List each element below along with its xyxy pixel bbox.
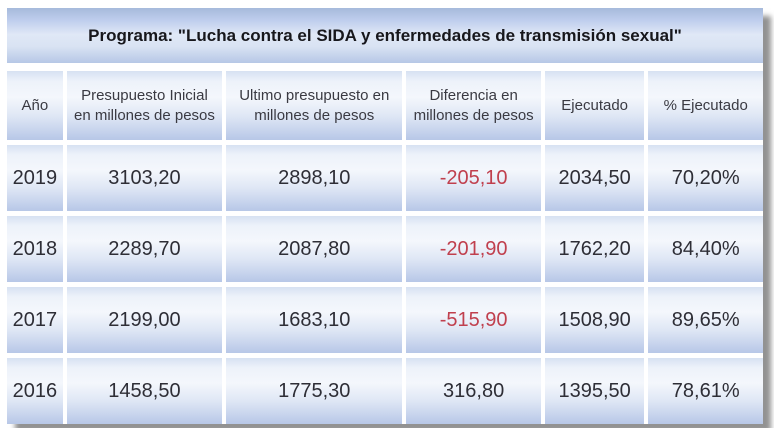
value-cell: 2034,50 — [544, 145, 645, 211]
column-header-4: Ejecutado — [544, 71, 645, 140]
value-cell: 2289,70 — [66, 216, 223, 282]
column-header-0: Año — [7, 71, 63, 140]
value-cell: 2087,80 — [226, 216, 403, 282]
value-cell: 3103,20 — [66, 145, 223, 211]
column-header-3: Diferencia en millones de pesos — [406, 71, 541, 140]
table-grid: Año Presupuesto Inicial en millones de pe… — [7, 71, 763, 424]
value-cell: 70,20% — [648, 145, 763, 211]
value-cell: -201,90 — [406, 216, 541, 282]
year-cell: 2018 — [7, 216, 63, 282]
value-cell: 78,61% — [648, 358, 763, 424]
budget-table: Programa: "Lucha contra el SIDA y enferm… — [7, 8, 763, 424]
value-cell: -205,10 — [406, 145, 541, 211]
table-title: Programa: "Lucha contra el SIDA y enferm… — [7, 8, 763, 63]
value-cell: -515,90 — [406, 287, 541, 353]
value-cell: 1395,50 — [544, 358, 645, 424]
value-cell: 1508,90 — [544, 287, 645, 353]
value-cell: 316,80 — [406, 358, 541, 424]
value-cell: 1458,50 — [66, 358, 223, 424]
value-cell: 2199,00 — [66, 287, 223, 353]
value-cell: 84,40% — [648, 216, 763, 282]
value-cell: 1683,10 — [226, 287, 403, 353]
value-cell: 2898,10 — [226, 145, 403, 211]
column-header-5: % Ejecutado — [648, 71, 763, 140]
value-cell: 1775,30 — [226, 358, 403, 424]
value-cell: 1762,20 — [544, 216, 645, 282]
value-cell: 89,65% — [648, 287, 763, 353]
year-cell: 2017 — [7, 287, 63, 353]
column-header-2: Ultimo presupuesto en millones de pesos — [226, 71, 403, 140]
column-header-1: Presupuesto Inicial en millones de pesos — [66, 71, 223, 140]
year-cell: 2019 — [7, 145, 63, 211]
year-cell: 2016 — [7, 358, 63, 424]
